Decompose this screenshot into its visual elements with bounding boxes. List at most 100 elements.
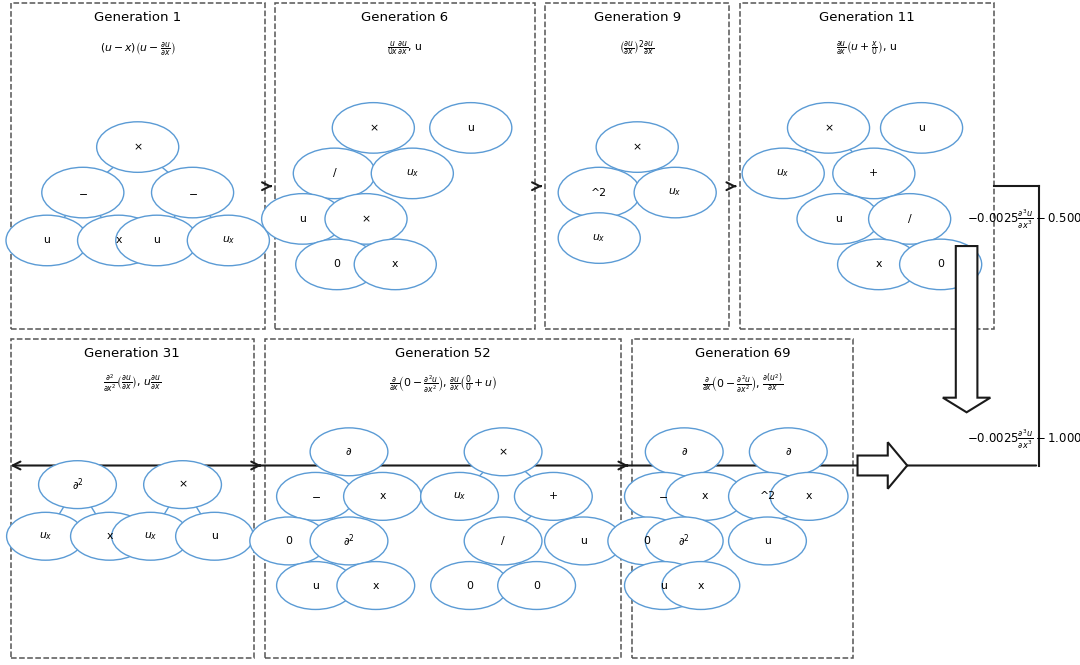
Circle shape [354, 239, 436, 290]
Text: /: / [333, 168, 336, 178]
Bar [11, 339, 254, 658]
Circle shape [176, 512, 254, 560]
Text: u: u [580, 536, 586, 546]
Bar [632, 339, 853, 658]
Text: 0: 0 [534, 581, 540, 591]
Text: $-$: $-$ [659, 491, 669, 501]
Text: u: u [153, 235, 160, 245]
Text: x: x [116, 235, 122, 245]
Circle shape [797, 194, 879, 244]
Text: 0: 0 [644, 536, 650, 546]
Circle shape [646, 428, 724, 475]
Text: $\times$: $\times$ [361, 213, 370, 224]
Text: u: u [764, 536, 771, 546]
Text: 0: 0 [937, 259, 944, 269]
Text: x: x [702, 491, 708, 501]
Bar [545, 3, 729, 329]
Circle shape [558, 213, 640, 263]
Text: u: u [211, 531, 218, 541]
Circle shape [596, 122, 678, 172]
Circle shape [310, 517, 388, 565]
Circle shape [729, 517, 807, 565]
Text: $\times$: $\times$ [178, 479, 187, 490]
Circle shape [144, 461, 221, 509]
Circle shape [325, 194, 407, 244]
Text: u: u [299, 214, 306, 224]
Text: $u_x$: $u_x$ [221, 235, 235, 246]
Circle shape [634, 168, 716, 218]
Text: $\partial$: $\partial$ [785, 446, 792, 458]
Text: $\partial$: $\partial$ [346, 446, 352, 458]
Circle shape [624, 561, 702, 609]
Text: u: u [660, 581, 666, 591]
Circle shape [343, 472, 421, 520]
Circle shape [646, 517, 724, 565]
Circle shape [430, 102, 512, 153]
Text: u: u [918, 123, 924, 133]
Circle shape [151, 168, 233, 218]
Text: $-$: $-$ [78, 188, 87, 198]
Text: u: u [835, 214, 841, 224]
Circle shape [544, 517, 622, 565]
Text: ^2: ^2 [591, 188, 607, 198]
Circle shape [742, 148, 824, 199]
Text: $\frac{\partial}{\partial x}\left(0-\frac{\partial^2 u}{\partial x^2}\right)$, $: $\frac{\partial}{\partial x}\left(0-\fra… [702, 372, 783, 395]
Circle shape [333, 102, 415, 153]
Circle shape [787, 102, 869, 153]
Circle shape [6, 512, 84, 560]
Bar [275, 3, 535, 329]
Text: $\partial^2$: $\partial^2$ [678, 533, 690, 549]
Text: Generation 52: Generation 52 [395, 347, 490, 360]
Circle shape [729, 472, 807, 520]
Circle shape [111, 512, 189, 560]
Text: $u_x$: $u_x$ [144, 531, 158, 542]
Text: +: + [869, 168, 878, 178]
Circle shape [880, 102, 962, 153]
Circle shape [249, 517, 327, 565]
Circle shape [78, 215, 160, 266]
Text: $\times$: $\times$ [368, 123, 378, 133]
Text: $(u-x)\left(u-\frac{\partial u}{\partial x}\right)$: $(u-x)\left(u-\frac{\partial u}{\partial… [99, 41, 176, 58]
Text: $\partial$: $\partial$ [680, 446, 688, 458]
Circle shape [6, 215, 89, 266]
Text: 0: 0 [467, 581, 473, 591]
Text: Generation 9: Generation 9 [594, 11, 680, 25]
Circle shape [431, 561, 509, 609]
Text: x: x [106, 531, 112, 541]
Circle shape [662, 561, 740, 609]
Text: /: / [908, 214, 912, 224]
Circle shape [116, 215, 198, 266]
Text: $u_x$: $u_x$ [39, 531, 52, 542]
Circle shape [868, 194, 950, 244]
Text: $\partial^2$: $\partial^2$ [71, 476, 83, 493]
Text: $\times$: $\times$ [498, 447, 508, 457]
Text: $-$: $-$ [311, 491, 321, 501]
Text: $-0.0025\frac{\partial^3 u}{\partial x^3}-1.0004u\frac{\partial u}{\partial x}$: $-0.0025\frac{\partial^3 u}{\partial x^3… [967, 427, 1080, 451]
Text: $\times$: $\times$ [133, 142, 143, 152]
Polygon shape [943, 246, 990, 412]
Circle shape [276, 561, 354, 609]
Circle shape [310, 428, 388, 475]
Circle shape [900, 239, 982, 290]
Text: x: x [698, 581, 704, 591]
Text: x: x [392, 259, 399, 269]
Bar [265, 339, 621, 658]
Circle shape [608, 517, 686, 565]
Circle shape [666, 472, 744, 520]
Text: ^2: ^2 [759, 491, 775, 501]
Bar [11, 3, 265, 329]
Circle shape [296, 239, 378, 290]
Text: $\frac{\partial}{\partial x}\left(0-\frac{\partial^2 u}{\partial x^2}\right)$, $: $\frac{\partial}{\partial x}\left(0-\fra… [389, 373, 497, 394]
Text: x: x [806, 491, 812, 501]
Text: x: x [876, 259, 881, 269]
Circle shape [337, 561, 415, 609]
Text: 0: 0 [334, 259, 340, 269]
Circle shape [187, 215, 269, 266]
Text: Generation 11: Generation 11 [819, 11, 915, 25]
Text: $u_x$: $u_x$ [453, 491, 467, 502]
Text: $u_x$: $u_x$ [669, 187, 681, 198]
Text: $u_x$: $u_x$ [593, 232, 606, 244]
Text: Generation 31: Generation 31 [84, 347, 180, 360]
Text: u: u [312, 581, 319, 591]
Text: 0: 0 [285, 536, 293, 546]
